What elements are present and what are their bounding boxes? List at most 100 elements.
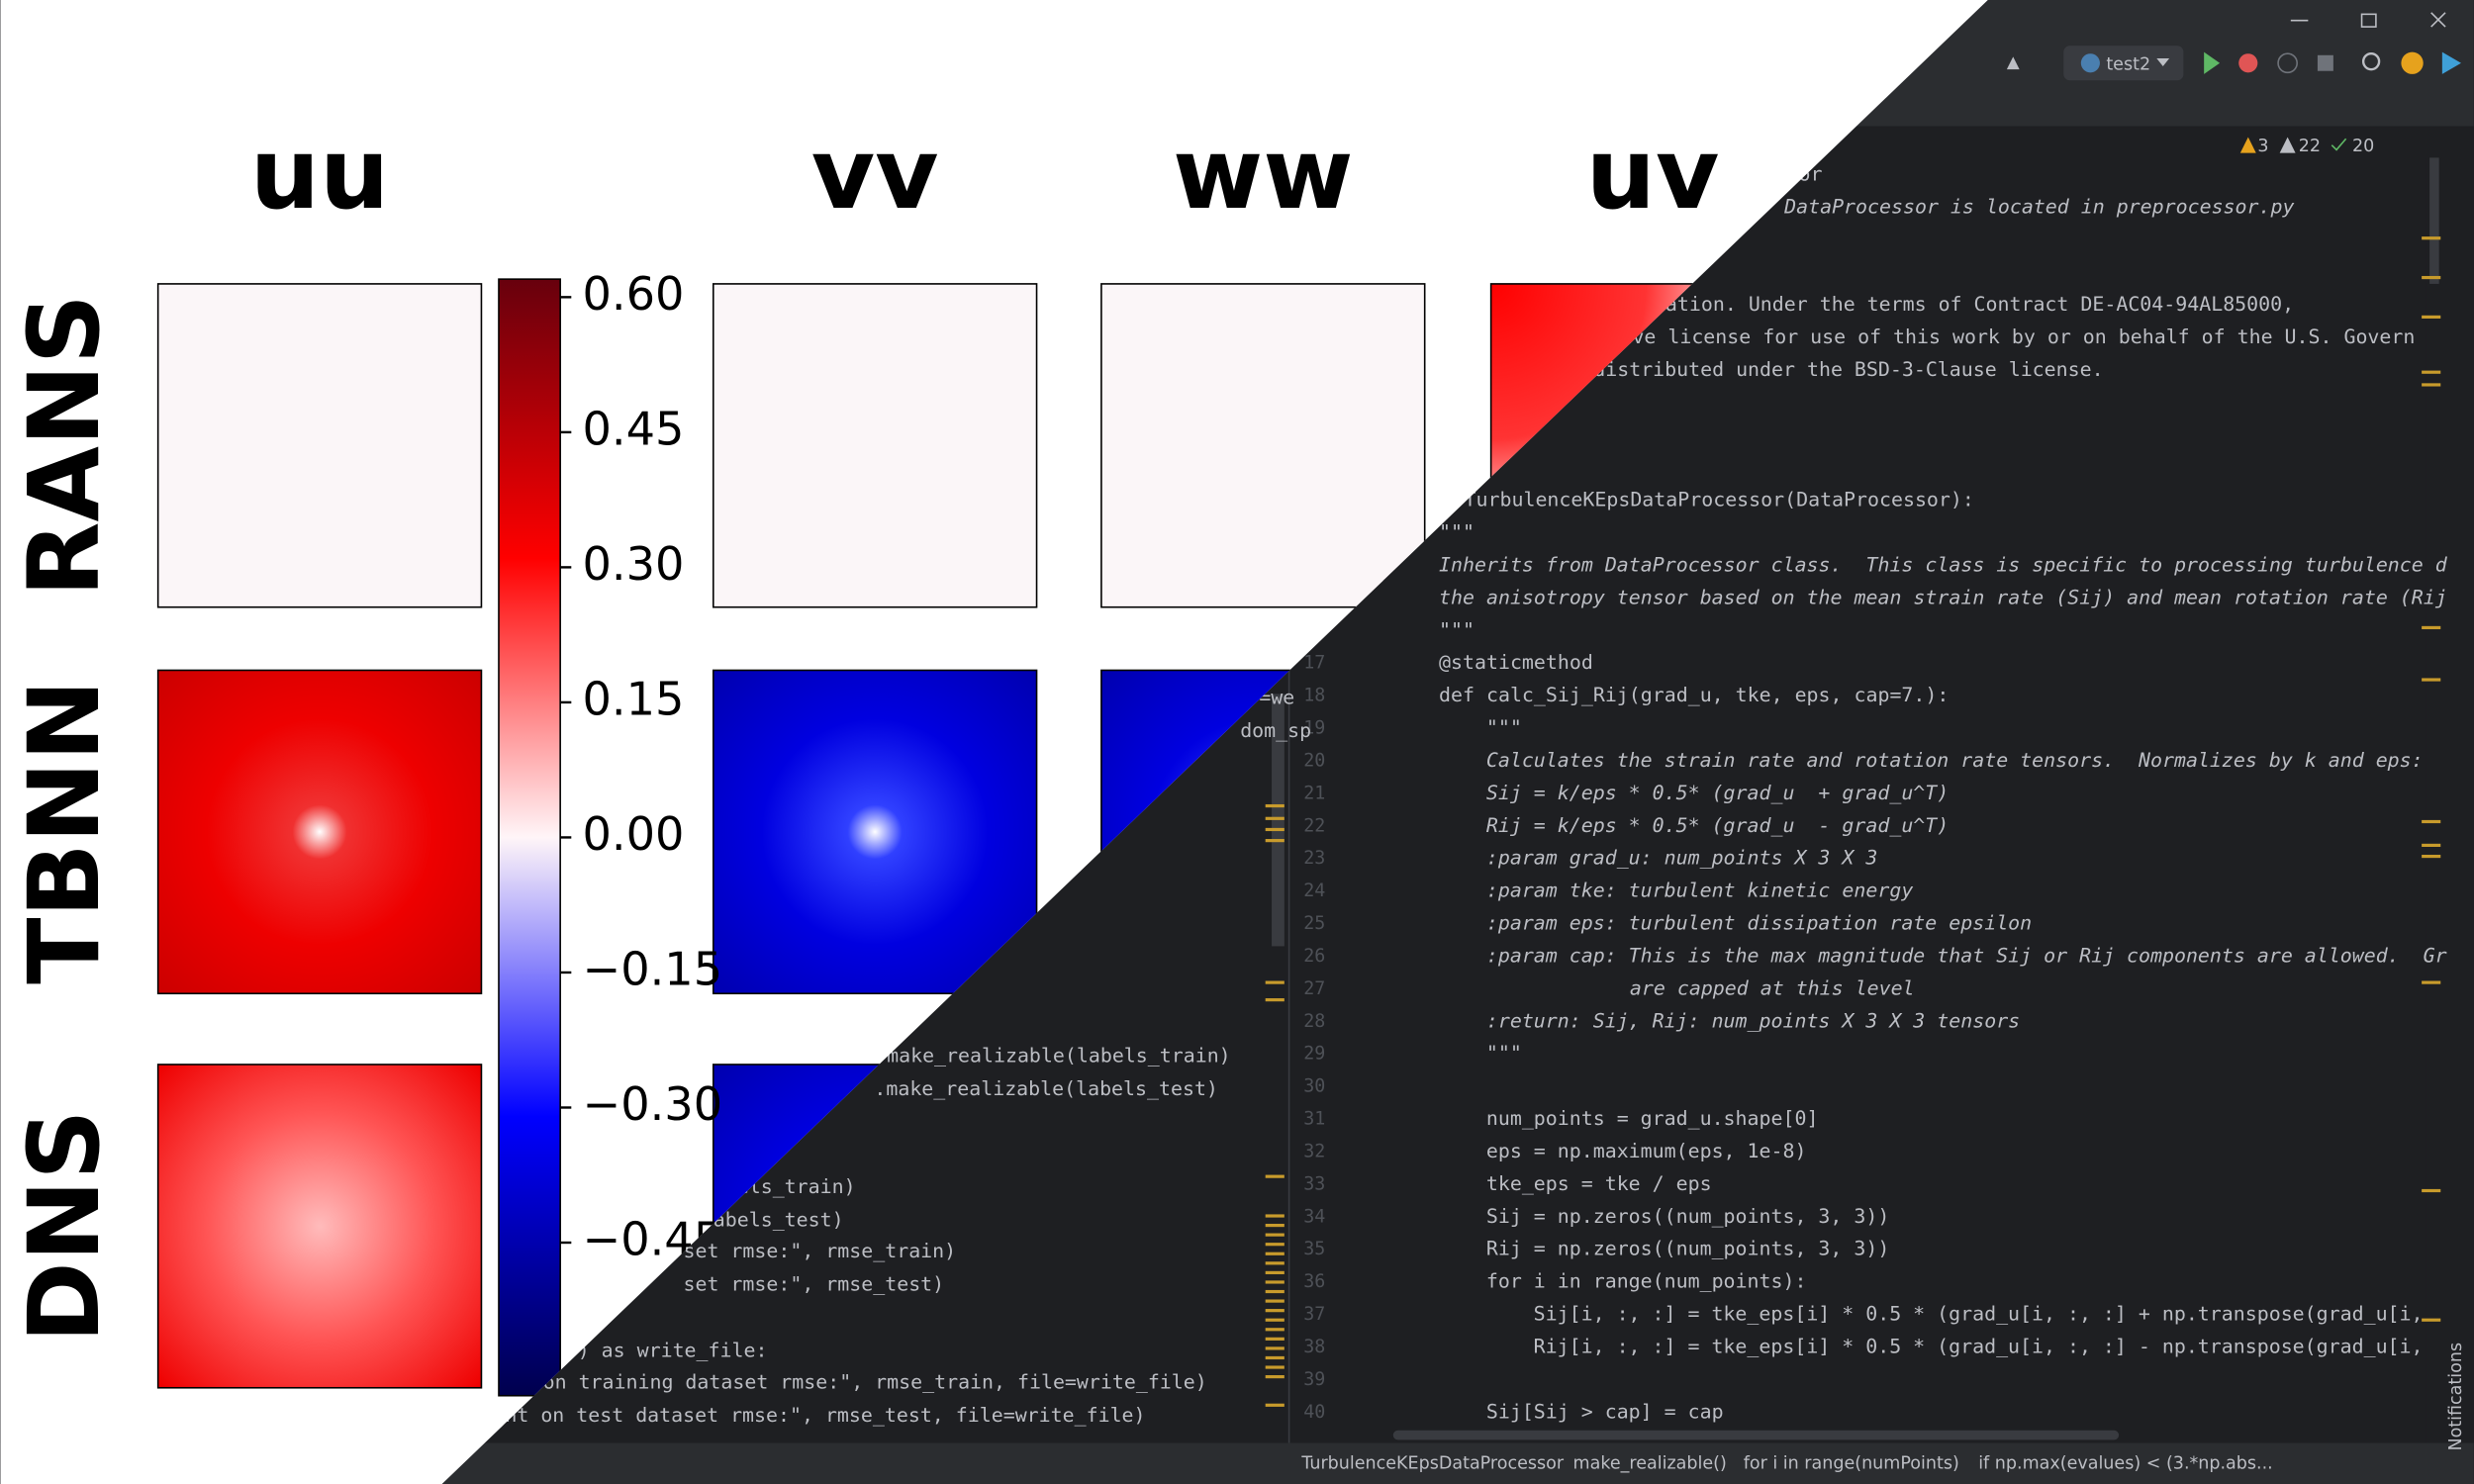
row-title: RANS [8,294,122,597]
code-line: num_points = grad_u.shape[0] [1486,1107,1819,1130]
scroll-marker [1265,1214,1285,1218]
column-title: uu [250,118,390,232]
line-number: 38 [1303,1337,1325,1357]
scroll-marker [1265,1233,1285,1237]
line-number: 21 [1303,783,1325,803]
scroll-marker [2422,843,2441,848]
scroll-marker [1265,1337,1285,1341]
line-number: 23 [1303,848,1325,869]
row-title: TBNN [8,680,122,984]
users-icon[interactable] [2006,56,2020,70]
dropdown-arrow [2156,57,2170,66]
python-icon [2080,53,2100,73]
code-line: eps = np.maximum(eps, 1e-8) [1486,1140,1807,1162]
stop-button[interactable] [2317,54,2333,71]
profile-button[interactable] [2277,52,2298,74]
close-button[interactable] [2430,12,2446,28]
line-number: 24 [1303,881,1325,901]
line-number: 17 [1303,653,1325,674]
scroll-marker [1265,980,1285,984]
code-line: @staticmethod [1439,651,1593,674]
heatmap-panel [1100,283,1426,608]
h-scroll-thumb[interactable] [1392,1430,2120,1440]
column-title: ww [1173,118,1354,232]
scroll-marker [1265,1346,1285,1350]
colorbar [498,278,561,1397]
scroll-marker [1265,1318,1285,1322]
code-line: =we [1259,687,1294,709]
colorbar-tick-label: 0.60 [582,267,684,321]
scroll-marker [2422,854,2441,859]
run-config-name[interactable]: test2 [2106,54,2150,74]
scroll-marker [2422,1188,2441,1193]
code-line: set rmse:", rmse_train) [683,1240,956,1262]
debug-button[interactable] [2238,53,2258,73]
code-line: def calc_Sij_Rij(grad_u, tke, eps, cap=7… [1439,684,1949,706]
ide: test232220ssorDataProcessor is located i… [505,54,2466,1473]
scrollbar [2426,157,2442,1443]
code-line: distributed under the BSD-3-Clause licen… [1593,358,2103,381]
breadcrumb[interactable]: for i in range(numPoints) [1744,1453,1959,1473]
line-number: 22 [1303,815,1325,836]
scroll-marker [1265,1174,1285,1178]
line-number: 36 [1303,1271,1325,1292]
scroll-marker [2422,383,2441,387]
code-line: are capped at this level [1630,976,1915,999]
code-line: set rmse:", rmse_test) [683,1273,944,1296]
colorbar-tick-label: 0.15 [582,672,684,725]
scroll-marker [1265,1328,1285,1332]
notifications-tab[interactable]: Notifications [2446,1343,2466,1451]
code-line: Rij[i, :, :] = tke_eps[i] * 0.5 * (grad_… [1534,1335,2424,1357]
line-number: 29 [1303,1044,1325,1065]
code-line: usive license for use of this work by or… [1596,325,2415,348]
scroll-marker [2422,1318,2441,1322]
search-button[interactable] [2361,52,2381,71]
scroll-marker [1265,1223,1285,1228]
run-button[interactable] [2204,51,2221,74]
code-line: Inherits from DataProcessor class. This … [1439,553,2448,576]
warning-icon [2279,137,2296,153]
scroll-marker [1265,1270,1285,1274]
breadcrumb[interactable]: if np.max(evalues) < (3.*np.abs... [1978,1453,2273,1473]
warning-count: 22 [2299,137,2321,156]
breadcrumb[interactable]: make_realizable() [1573,1453,1727,1473]
code-line: :return: Sij, Rij: num_points X 3 X 3 te… [1486,1009,2020,1032]
code-line: """ [1439,618,1475,641]
scroll-marker [1265,1299,1285,1303]
code-line: TurbulenceKEpsDataProcessor(DataProcesso… [1465,489,1974,511]
colorbar-tick-label: −0.30 [582,1077,722,1131]
code-line: Rij = k/eps * 0.5* (grad_u - grad_u^T) [1486,814,1949,837]
update-button[interactable] [2401,51,2424,74]
line-number: 26 [1303,946,1325,967]
code-line: :param tke: turbulent kinetic energy [1486,880,1913,902]
scroll-marker [1265,1252,1285,1255]
breadcrumb[interactable]: TurbulenceKEpsDataProcessor [1300,1453,1564,1473]
scroll-marker [1265,998,1285,1002]
scroll-marker [2422,370,2441,374]
scroll-thumb[interactable] [2429,157,2439,284]
colorbar-tick-label: 0.00 [582,807,684,861]
code-line: """ [1486,1042,1522,1065]
code-line: ) as write_file: [578,1340,768,1362]
scroll-marker [1265,803,1285,808]
code-line: Sij[Sij > cap] = cap [1486,1400,1724,1423]
scroll-marker [2422,678,2441,682]
restore-button[interactable] [2360,13,2377,28]
column-title: uv [1586,118,1720,232]
error-icon [2239,137,2256,153]
line-number: 33 [1303,1173,1325,1194]
heatmap-panel [156,669,483,995]
scroll-marker [1265,1309,1285,1313]
scroll-marker [2422,980,2441,984]
code-line: Calculates the strain rate and rotation … [1486,749,2424,772]
line-number: 25 [1303,913,1325,934]
scroll-marker [1265,1355,1285,1360]
code-line: nt on test dataset rmse:", rmse_test, fi… [505,1404,1145,1427]
code-line: orporation. Under the terms of Contract … [1606,293,2294,316]
line-number: 27 [1303,978,1325,999]
ok-icon [2331,138,2347,151]
code-line: .make_realizable(labels_test) [874,1077,1218,1100]
line-number: 35 [1303,1239,1325,1259]
ai-button[interactable] [2441,51,2461,74]
